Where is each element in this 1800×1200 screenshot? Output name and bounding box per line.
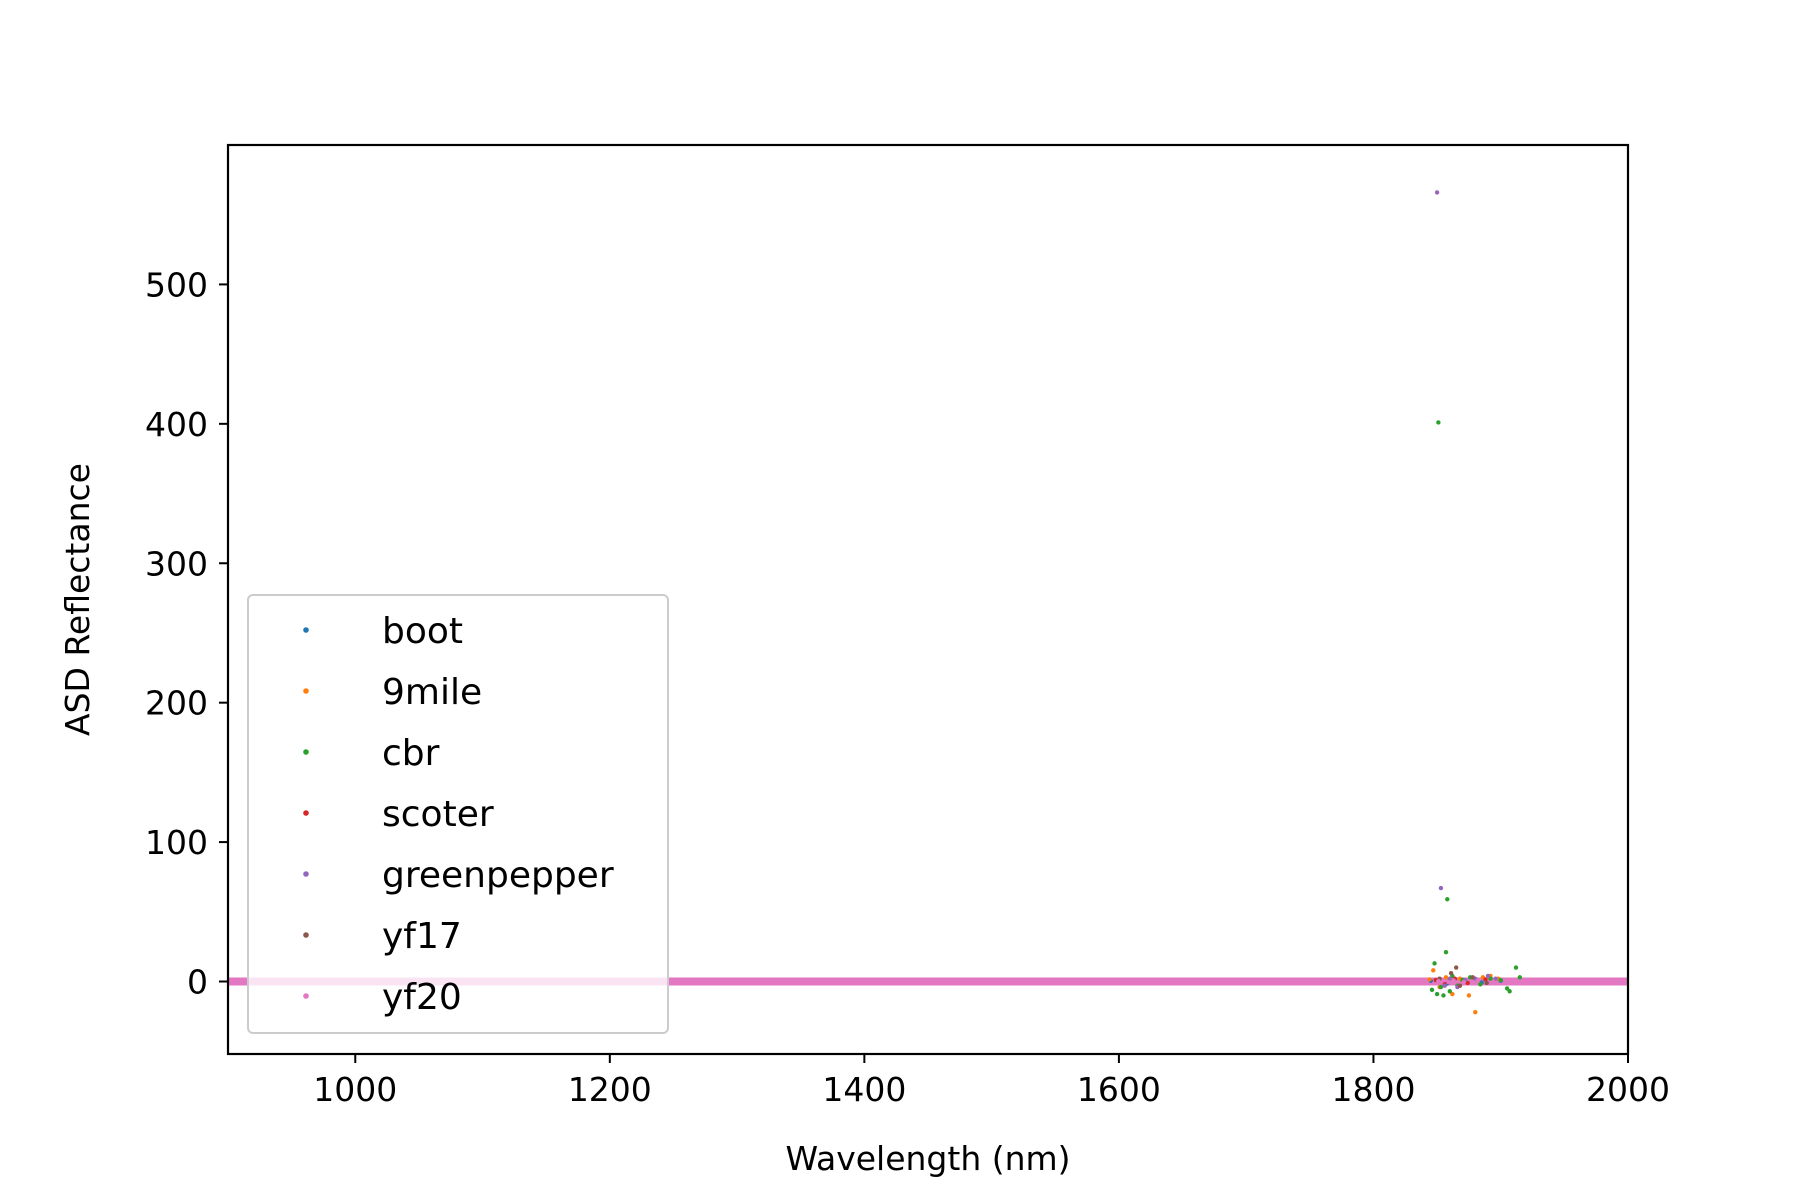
legend-marker xyxy=(303,993,309,999)
series-yf17 xyxy=(1437,965,1489,988)
point xyxy=(1448,970,1454,976)
point xyxy=(1461,979,1467,985)
x-axis-label: Wavelength (nm) xyxy=(785,1139,1070,1178)
point xyxy=(1427,977,1432,982)
point xyxy=(1517,975,1523,980)
point xyxy=(1431,968,1436,973)
point xyxy=(1432,961,1437,966)
legend-marker xyxy=(303,688,309,694)
y-axis: 0 100 200 300 400 500 xyxy=(145,265,228,1002)
point xyxy=(1507,989,1512,994)
point xyxy=(1434,991,1440,997)
legend-label: greenpepper xyxy=(382,855,614,896)
y-tick-label: 100 xyxy=(145,823,208,862)
x-tick-label: 1400 xyxy=(822,1070,906,1109)
legend-label: yf20 xyxy=(382,977,462,1018)
point xyxy=(1475,978,1481,983)
legend-label: cbr xyxy=(382,733,440,774)
point xyxy=(1447,989,1453,994)
point xyxy=(1465,980,1470,986)
x-tick-label: 2000 xyxy=(1586,1070,1670,1109)
point xyxy=(1493,976,1498,981)
point xyxy=(1441,993,1446,998)
point xyxy=(1436,420,1441,425)
y-axis-label: ASD Reflectance xyxy=(58,463,97,736)
legend-label: boot xyxy=(382,611,463,652)
point xyxy=(1490,979,1496,985)
point xyxy=(1443,975,1449,980)
legend-marker xyxy=(303,932,309,938)
x-tick-label: 1000 xyxy=(313,1070,397,1109)
y-tick-label: 500 xyxy=(145,265,208,304)
x-tick-label: 1200 xyxy=(568,1070,652,1109)
legend-marker xyxy=(303,627,309,633)
legend: boot 9mile cbr scoter greenpepper yf17 yf20 xyxy=(247,594,669,1034)
point xyxy=(1483,977,1488,982)
point xyxy=(1453,965,1459,970)
point xyxy=(1484,980,1489,986)
point xyxy=(1447,976,1453,981)
point xyxy=(1478,982,1483,987)
point xyxy=(1470,975,1475,980)
zero-band xyxy=(228,977,1628,986)
legend-label: 9mile xyxy=(382,672,482,713)
legend-marker xyxy=(303,810,309,816)
point xyxy=(1438,984,1444,990)
point xyxy=(1450,991,1455,997)
point xyxy=(1498,977,1503,983)
legend-marker xyxy=(303,871,309,877)
point xyxy=(1473,1009,1478,1015)
points-layer xyxy=(1427,190,1523,1015)
point xyxy=(1446,980,1451,985)
x-tick-label: 1800 xyxy=(1331,1070,1415,1109)
point xyxy=(1457,983,1463,988)
point xyxy=(1436,978,1441,984)
point xyxy=(1443,950,1449,955)
point xyxy=(1488,976,1493,981)
series-yf20 xyxy=(1436,978,1496,985)
x-axis: 1000 1200 1400 1600 1800 2000 xyxy=(313,1054,1670,1109)
band-layer xyxy=(228,977,1628,986)
legend-label: yf17 xyxy=(382,916,462,957)
point xyxy=(1438,885,1444,891)
point xyxy=(1466,993,1472,998)
point xyxy=(1513,965,1519,970)
y-tick-label: 300 xyxy=(145,544,208,583)
point xyxy=(1442,983,1447,988)
point xyxy=(1485,973,1491,979)
legend-marker xyxy=(303,749,309,755)
legend-box xyxy=(247,594,669,1034)
point xyxy=(1504,986,1510,991)
point xyxy=(1434,190,1440,195)
plot-frame xyxy=(226,143,1630,1056)
point xyxy=(1445,897,1450,902)
x-tick-label: 1600 xyxy=(1077,1070,1161,1109)
point xyxy=(1429,987,1435,993)
point xyxy=(1451,978,1456,983)
y-tick-label: 0 xyxy=(187,963,208,1002)
y-tick-label: 400 xyxy=(145,405,208,444)
legend-label: scoter xyxy=(382,794,494,835)
y-tick-label: 200 xyxy=(145,684,208,723)
